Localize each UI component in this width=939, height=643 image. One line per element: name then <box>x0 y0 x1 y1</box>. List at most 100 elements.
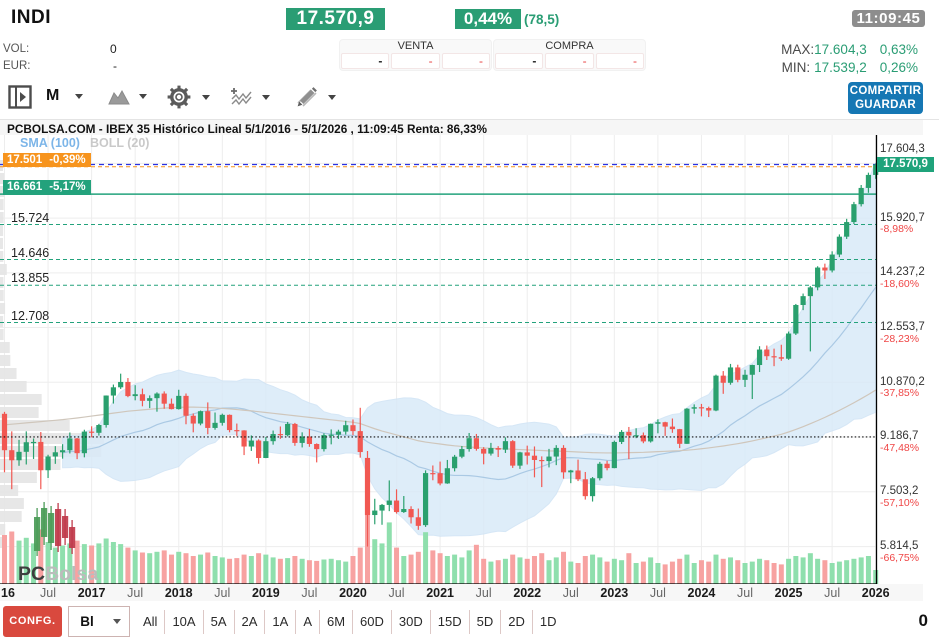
range-separator <box>352 609 354 634</box>
panel-toggle-button[interactable] <box>8 85 32 109</box>
range-separator <box>295 609 297 634</box>
right-axis-pct-2: -18,60% <box>880 277 920 290</box>
x-axis-tick-20: 2026 <box>861 586 890 600</box>
x-axis-tick-1: Jul <box>40 586 57 600</box>
chevron-down-icon <box>139 94 147 99</box>
level-price: 16.661 <box>7 181 43 194</box>
x-axis-tick-0: 16 <box>1 586 15 600</box>
x-axis-tick-8: 2020 <box>339 586 367 600</box>
share-save-button[interactable]: COMPARTIR GUARDAR <box>848 82 923 114</box>
range-separator <box>264 609 266 634</box>
chevron-down-icon <box>328 94 336 100</box>
right-axis-price-2: 14.237,2 <box>880 266 925 279</box>
level-label-4: 13.855 <box>11 271 50 286</box>
range-separator <box>164 609 166 634</box>
range-button-2d[interactable]: 2D <box>508 614 525 629</box>
right-axis-pct-7: -66,75% <box>880 551 920 564</box>
x-axis-tick-3: Jul <box>127 586 144 600</box>
right-axis-price-1: 15.920,7 <box>880 211 925 224</box>
x-axis-tick-15: Jul <box>649 586 666 600</box>
right-axis-price-7: 5.814,5 <box>880 540 919 553</box>
draw-tools-dropdown[interactable] <box>296 87 336 107</box>
bid-cell-2: - <box>545 53 594 69</box>
last-price-badge: 17.570,9 <box>286 8 385 30</box>
range-separator <box>468 609 470 634</box>
range-separator <box>202 609 204 634</box>
chart-legend: SMA (100) BOLL (20) <box>20 136 149 150</box>
ask-cell-3: - <box>441 53 490 69</box>
level-pct: -5,17% <box>49 181 86 194</box>
legend-sma: SMA (100) <box>20 136 80 150</box>
settings-dropdown[interactable] <box>167 85 210 109</box>
range-button-1a[interactable]: 1A <box>272 614 289 629</box>
range-separator <box>318 609 320 634</box>
ask-book: VENTA --- <box>339 39 492 71</box>
range-button-2a[interactable]: 2A <box>241 614 258 629</box>
range-button-6m[interactable]: 6M <box>326 614 346 629</box>
watermark: PCBolsa <box>18 563 98 585</box>
chart-title: PCBOLSA.COM - IBEX 35 Histórico Lineal 5… <box>7 121 487 136</box>
min-value: 17.539,2 <box>814 60 867 75</box>
header-divider <box>0 119 939 120</box>
level-label-0: 17.501 -0,39% <box>3 152 91 168</box>
gear-icon <box>167 85 191 109</box>
max-percent: 0,63% <box>879 42 918 57</box>
level-label-1: 16.661 -5,17% <box>3 180 91 195</box>
range-separator <box>531 609 533 634</box>
range-button-5a[interactable]: 5A <box>210 614 227 629</box>
x-axis-tick-19: Jul <box>824 586 841 600</box>
level-price: 17.501 <box>7 153 43 166</box>
mountain-chart-icon <box>108 89 130 105</box>
range-button-a[interactable]: A <box>303 614 312 629</box>
x-axis-tick-17: Jul <box>737 586 754 600</box>
range-button-1d[interactable]: 1D <box>539 614 557 629</box>
min-label: MIN: <box>781 60 811 75</box>
config-button[interactable]: CONFG. <box>3 606 62 637</box>
share-label: COMPARTIR <box>849 85 922 97</box>
indicators-dropdown[interactable] <box>230 87 270 107</box>
x-axis-tick-9: Jul <box>388 586 405 600</box>
range-button-60d[interactable]: 60D <box>360 614 384 629</box>
x-axis-tick-2: 2017 <box>77 586 106 600</box>
chart-type-dropdown[interactable] <box>108 88 147 105</box>
x-axis-tick-14: 2023 <box>600 586 629 600</box>
range-button-10a[interactable]: 10A <box>172 614 196 629</box>
right-axis-price-0: 17.604,3 <box>880 143 925 155</box>
eur-label: EUR: <box>3 60 31 72</box>
max-label: MAX: <box>781 42 815 57</box>
panel-toggle-icon <box>8 85 32 109</box>
chevron-down-icon <box>113 619 121 624</box>
chart-title-band <box>0 120 923 135</box>
right-axis-price-6: 7.503,2 <box>880 485 919 498</box>
vol-label: VOL: <box>3 43 30 55</box>
level-label-3: 14.646 <box>11 245 50 260</box>
range-button-5d[interactable]: 5D <box>476 614 494 629</box>
x-axis-tick-5: Jul <box>214 586 231 600</box>
change-percent-badge: 0,44% <box>455 9 521 29</box>
mode-selector[interactable]: Bl <box>68 606 106 637</box>
x-axis-tick-16: 2024 <box>687 586 716 600</box>
vol-value: 0 <box>110 42 117 56</box>
timeframe-label: M <box>46 87 60 104</box>
x-axis-tick-13: Jul <box>562 586 579 600</box>
x-axis-band <box>0 584 923 601</box>
eur-value: - <box>113 59 117 73</box>
timeframe-dropdown[interactable]: M <box>46 87 84 105</box>
bid-book: COMPRA --- <box>493 39 646 71</box>
x-axis-tick-6: 2019 <box>251 586 280 600</box>
bottom-counter: 0 <box>918 611 928 630</box>
chevron-down-icon <box>262 94 270 100</box>
range-button-30d[interactable]: 30D <box>398 614 423 629</box>
right-axis-pct-5: -47,48% <box>880 441 920 454</box>
ask-cell-2: - <box>391 53 440 69</box>
x-axis-tick-7: Jul <box>301 586 318 600</box>
x-axis-tick-10: 2021 <box>426 586 454 600</box>
mode-selector-caret[interactable] <box>105 606 130 637</box>
range-button-15d[interactable]: 15D <box>437 614 462 629</box>
range-separator <box>233 609 235 634</box>
range-button-all[interactable]: All <box>143 614 158 629</box>
right-axis-pct-3: -28,23% <box>880 332 920 345</box>
x-axis-tick-18: 2025 <box>774 586 803 600</box>
